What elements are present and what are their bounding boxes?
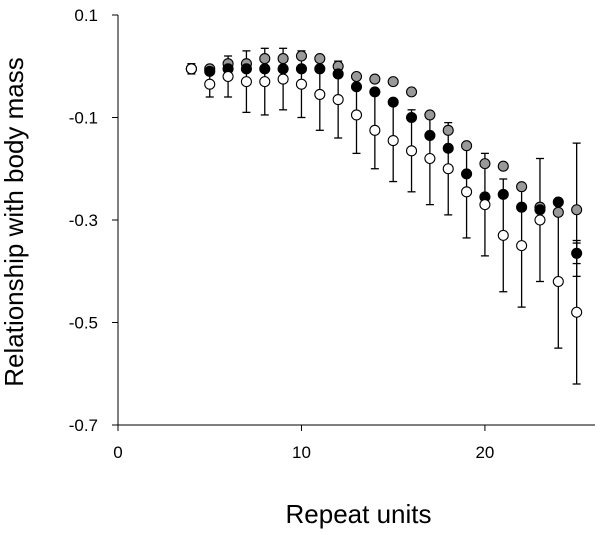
data-point [497,229,509,241]
data-point [424,152,436,165]
data-point [497,188,509,200]
data-point [295,50,308,62]
data-point [204,65,216,77]
y-tick-label: -0.5 [69,314,98,333]
data-point [405,111,418,124]
data-point [259,63,271,75]
data-point [552,275,564,288]
data-point [571,306,583,318]
y-axis-title: Relationship with body mass [0,57,29,387]
x-axis-ticks: 0 10 20 [113,425,494,462]
data-point [442,163,454,175]
data-point [295,63,308,75]
data-point [497,160,509,172]
y-tick-label: -0.3 [69,211,98,230]
data-point [277,73,289,85]
data-point [534,214,546,226]
data-point [222,70,234,83]
data-point [479,158,491,170]
data-point [571,204,583,216]
data-point [350,81,363,93]
data-point [369,124,381,136]
x-tick-label: 0 [113,443,122,462]
data-point [240,63,252,75]
y-axis-ticks: 0.1 -0.1 -0.3 -0.5 -0.7 [69,6,118,435]
data-point [277,53,289,65]
data-point [204,78,216,90]
data-point [387,96,399,108]
x-tick-label: 20 [475,443,494,462]
data-point [295,78,308,90]
x-tick-label: 10 [292,443,311,462]
plot-area: 0 10 20 0.1 -0.1 -0.3 -0.5 -0.7 [69,6,595,462]
data-point [516,181,528,193]
data-point [332,94,344,106]
data-point [369,86,381,98]
data-point [350,70,363,83]
data-point [461,186,473,198]
data-point [387,76,399,88]
data-point [314,63,326,75]
data-point [461,168,473,180]
data-point [442,142,454,154]
x-axis-title: Repeat units [286,499,432,529]
data-point [461,140,473,152]
data-point [314,53,326,65]
data-point [424,129,436,141]
data-point [369,73,381,85]
data-point [516,240,528,252]
error-bars [187,47,581,385]
data-point [405,86,418,98]
data-point [332,68,344,80]
data-point [240,76,252,88]
data-point [552,206,564,218]
y-tick-label: -0.7 [69,416,98,435]
data-point [479,199,491,211]
y-tick-label: 0.1 [74,6,98,25]
data-point [516,201,528,213]
data-point [277,63,289,75]
data-markers [185,50,583,318]
data-point [185,63,197,75]
data-point [405,145,418,157]
data-point [350,109,363,121]
data-point [552,196,564,208]
y-tick-label: -0.1 [69,109,98,128]
data-point [259,76,271,88]
data-point [387,135,399,147]
data-point [424,109,436,121]
data-point [534,204,546,216]
data-point [571,247,583,259]
data-point [442,124,454,136]
data-point [314,88,326,100]
data-point [259,53,271,65]
